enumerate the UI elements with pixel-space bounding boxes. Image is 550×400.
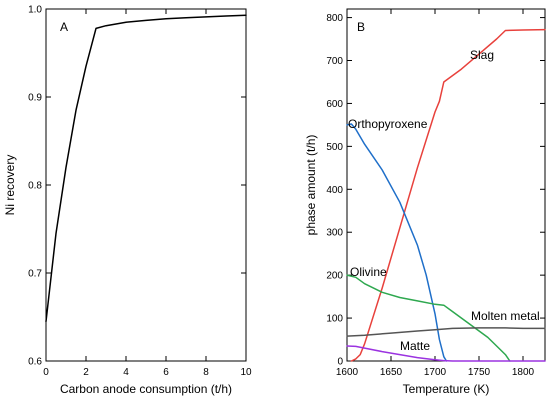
y-tick-label-b-5: 500 <box>326 142 343 153</box>
series-label-olivine: Olivine <box>350 265 387 279</box>
panel-b-ticks: 1600 1650 1700 1750 1800 0 100 200 300 400 500 600 7… <box>326 9 545 378</box>
x-tick-label-b-3: 1750 <box>468 367 491 378</box>
y-tick-label-b-7: 700 <box>326 56 343 67</box>
x-tick-label-b-2: 1700 <box>424 367 447 378</box>
series-line-olivine <box>346 274 511 362</box>
y-tick-label-b-6: 600 <box>326 99 343 110</box>
panel-a: 0 2 4 6 8 10 0.6 0.7 0.8 0.9 1.0 A Carbon anode co… <box>3 5 252 397</box>
panel-label-b: B <box>357 20 365 34</box>
y-tick-label-a-4: 1.0 <box>28 5 42 16</box>
y-tick-label-b-1: 100 <box>326 314 343 325</box>
series-label-slag: Slag <box>470 48 494 62</box>
x-tick-label-a-1: 2 <box>83 367 89 378</box>
y-tick-label-b-8: 800 <box>326 13 343 24</box>
x-tick-label-a-2: 4 <box>123 367 129 378</box>
y-tick-label-a-0: 0.6 <box>28 357 42 368</box>
series-line-ni-recovery <box>45 14 247 323</box>
y-tick-label-b-0: 0 <box>337 357 343 368</box>
series-line-molten-metal <box>346 327 546 337</box>
series-line-orthopyroxene <box>346 123 448 362</box>
series-label-molten-metal: Molten metal <box>471 309 540 323</box>
x-axis-title-b: Temperature (K) <box>403 382 490 396</box>
y-tick-label-b-3: 300 <box>326 228 343 239</box>
series-line-matte <box>346 345 546 362</box>
x-tick-label-a-0: 0 <box>43 367 49 378</box>
x-tick-label-a-4: 8 <box>203 367 209 378</box>
x-tick-label-a-3: 6 <box>163 367 169 378</box>
series-label-matte: Matte <box>400 339 430 353</box>
x-tick-label-b-4: 1800 <box>512 367 535 378</box>
panel-b: 1600 1650 1700 1750 1800 0 100 200 300 400 500 600 7… <box>304 8 546 396</box>
x-tick-label-b-1: 1650 <box>380 367 403 378</box>
y-axis-title-a: Ni recovery <box>3 155 17 216</box>
x-axis-title-a: Carbon anode consumption (t/h) <box>60 382 232 396</box>
plot-frame-a <box>45 8 247 362</box>
y-tick-label-a-2: 0.8 <box>28 181 42 192</box>
x-tick-label-a-5: 10 <box>240 367 252 378</box>
y-tick-label-a-3: 0.9 <box>28 93 42 104</box>
x-tick-label-b-0: 1600 <box>336 367 359 378</box>
y-axis-title-b: phase amount (t/h) <box>304 135 318 236</box>
series-line-slag <box>350 28 546 362</box>
panel-a-ticks: 0 2 4 6 8 10 0.6 0.7 0.8 0.9 1.0 <box>28 5 252 379</box>
y-tick-label-b-4: 400 <box>326 185 343 196</box>
panel-a-lines <box>45 14 247 323</box>
panel-label-a: A <box>60 20 68 34</box>
panel-b-lines <box>346 28 546 362</box>
y-tick-label-b-2: 200 <box>326 271 343 282</box>
y-tick-label-a-1: 0.7 <box>28 269 42 280</box>
series-label-orthopyroxene: Orthopyroxene <box>348 117 428 131</box>
